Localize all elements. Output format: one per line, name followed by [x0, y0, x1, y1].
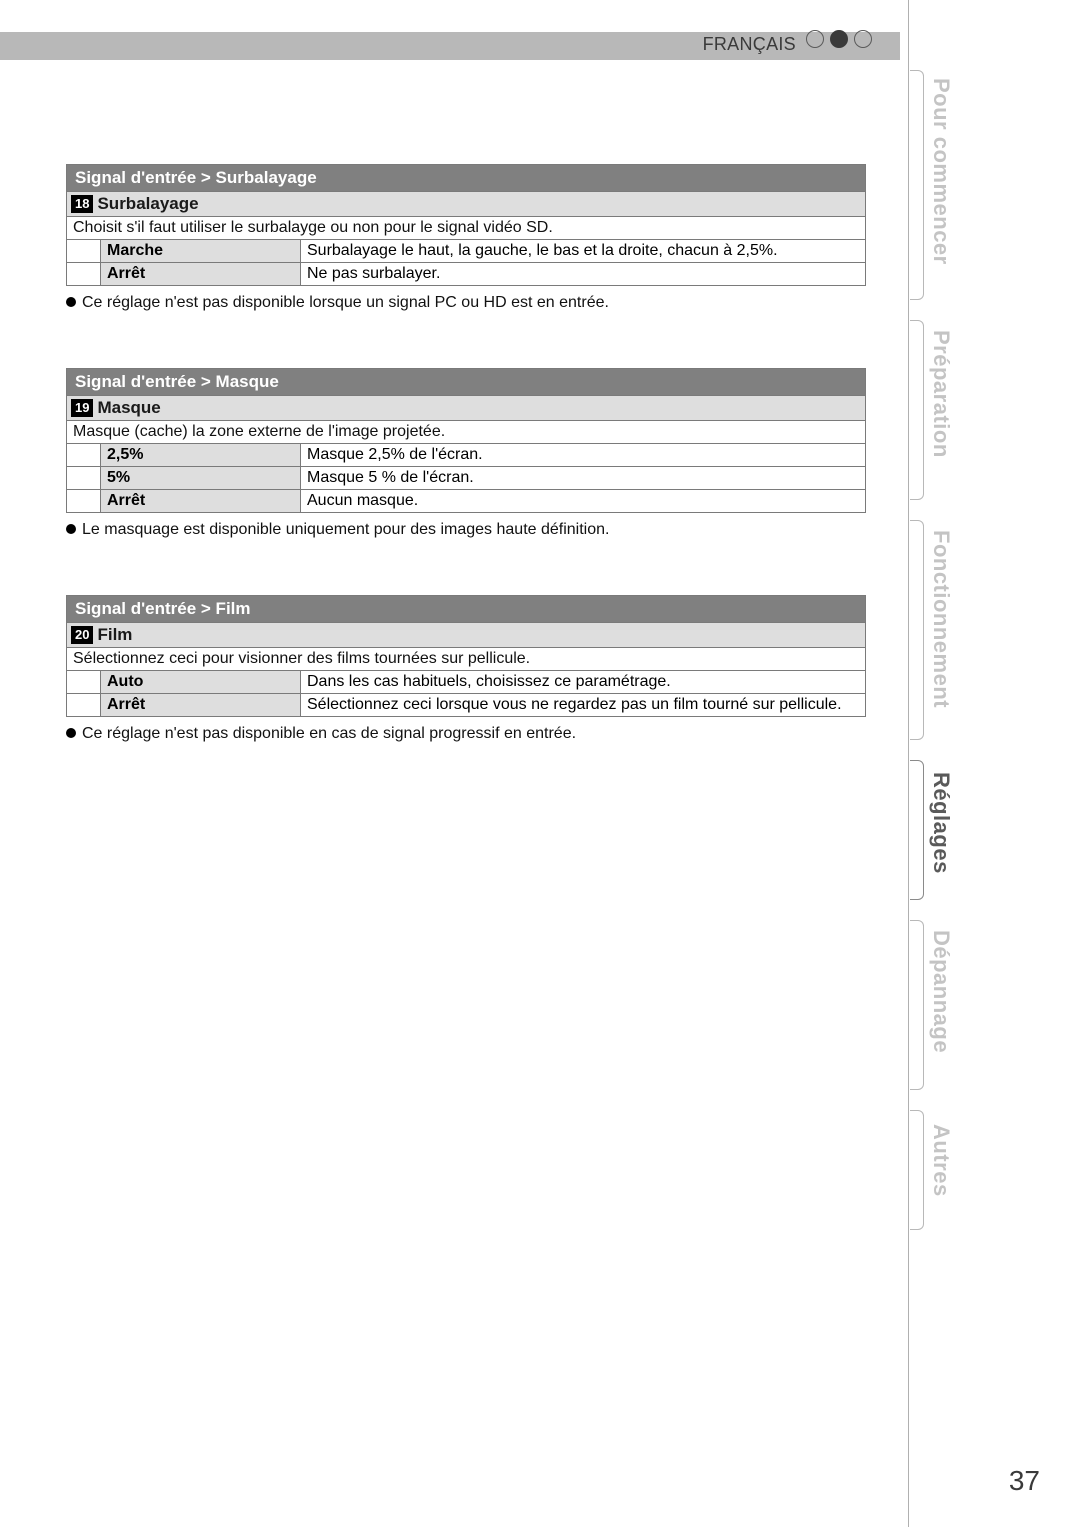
- tab-bracket: [910, 920, 924, 1090]
- table-row: Auto Dans les cas habituels, choisissez …: [67, 671, 866, 694]
- indent-cell: [67, 240, 101, 263]
- tables-container: Signal d'entrée > Surbalayage 18 Surbala…: [66, 164, 866, 799]
- option-key: Arrêt: [101, 490, 301, 513]
- tab-fonctionnement[interactable]: Fonctionnement: [928, 530, 954, 708]
- indent-cell: [67, 490, 101, 513]
- badge-number: 20: [71, 626, 93, 644]
- section-note: Ce réglage n'est pas disponible lorsque …: [66, 294, 866, 312]
- option-value: Surbalayage le haut, la gauche, le bas e…: [301, 240, 866, 263]
- bullet-icon: [66, 728, 76, 738]
- page: FRANÇAIS Signal d'entrée > Surbalayage 1…: [0, 0, 1080, 1527]
- tab-autres[interactable]: Autres: [928, 1124, 954, 1197]
- section-title: Signal d'entrée > Film: [66, 595, 866, 623]
- tab-bracket: [910, 320, 924, 500]
- lang-dot-1: [806, 30, 824, 48]
- section-description: Masque (cache) la zone externe de l'imag…: [66, 421, 866, 444]
- option-value: Ne pas surbalayer.: [301, 263, 866, 286]
- option-key: Auto: [101, 671, 301, 694]
- section-film: Signal d'entrée > Film 20 Film Sélection…: [66, 595, 866, 743]
- tab-depannage[interactable]: Dépannage: [928, 930, 954, 1053]
- option-value: Masque 5 % de l'écran.: [301, 467, 866, 490]
- lang-dot-2: [830, 30, 848, 48]
- badge-number: 18: [71, 195, 93, 213]
- section-note: Ce réglage n'est pas disponible en cas d…: [66, 725, 866, 743]
- indent-cell: [67, 694, 101, 717]
- table-row: Marche Surbalayage le haut, la gauche, l…: [67, 240, 866, 263]
- option-key: Arrêt: [101, 263, 301, 286]
- side-tabs: Pour commencer Préparation Fonctionnemen…: [908, 0, 1080, 1527]
- tab-bracket: [910, 760, 924, 900]
- options-table: 2,5% Masque 2,5% de l'écran. 5% Masque 5…: [66, 444, 866, 513]
- tab-pour-commencer[interactable]: Pour commencer: [928, 78, 954, 265]
- section-masque: Signal d'entrée > Masque 19 Masque Masqu…: [66, 368, 866, 539]
- table-row: 5% Masque 5 % de l'écran.: [67, 467, 866, 490]
- table-row: 2,5% Masque 2,5% de l'écran.: [67, 444, 866, 467]
- option-key: Arrêt: [101, 694, 301, 717]
- option-value: Aucun masque.: [301, 490, 866, 513]
- subtitle-label: Film: [97, 625, 132, 645]
- option-value: Dans les cas habituels, choisissez ce pa…: [301, 671, 866, 694]
- tab-reglages[interactable]: Réglages: [928, 772, 954, 874]
- table-row: Arrêt Ne pas surbalayer.: [67, 263, 866, 286]
- bullet-icon: [66, 297, 76, 307]
- option-value: Masque 2,5% de l'écran.: [301, 444, 866, 467]
- section-subtitle-row: 19 Masque: [66, 396, 866, 421]
- bullet-icon: [66, 524, 76, 534]
- tab-bracket: [910, 70, 924, 300]
- subtitle-label: Masque: [97, 398, 160, 418]
- tab-bracket: [910, 1110, 924, 1230]
- section-description: Choisit s'il faut utiliser le surbalayge…: [66, 217, 866, 240]
- option-key: Marche: [101, 240, 301, 263]
- section-subtitle-row: 18 Surbalayage: [66, 192, 866, 217]
- language-label: FRANÇAIS: [703, 34, 796, 55]
- section-subtitle-row: 20 Film: [66, 623, 866, 648]
- note-text: Ce réglage n'est pas disponible lorsque …: [82, 294, 609, 311]
- options-table: Auto Dans les cas habituels, choisissez …: [66, 671, 866, 717]
- badge-number: 19: [71, 399, 93, 417]
- language-dots: [806, 30, 872, 48]
- option-key: 5%: [101, 467, 301, 490]
- table-row: Arrêt Aucun masque.: [67, 490, 866, 513]
- section-surbalayage: Signal d'entrée > Surbalayage 18 Surbala…: [66, 164, 866, 312]
- indent-cell: [67, 444, 101, 467]
- indent-cell: [67, 263, 101, 286]
- tab-bracket: [910, 520, 924, 740]
- note-text: Le masquage est disponible uniquement po…: [82, 521, 609, 538]
- options-table: Marche Surbalayage le haut, la gauche, l…: [66, 240, 866, 286]
- section-title: Signal d'entrée > Surbalayage: [66, 164, 866, 192]
- tab-preparation[interactable]: Préparation: [928, 330, 954, 458]
- subtitle-label: Surbalayage: [97, 194, 198, 214]
- indent-cell: [67, 467, 101, 490]
- section-title: Signal d'entrée > Masque: [66, 368, 866, 396]
- indent-cell: [67, 671, 101, 694]
- note-text: Ce réglage n'est pas disponible en cas d…: [82, 725, 576, 742]
- option-value: Sélectionnez ceci lorsque vous ne regard…: [301, 694, 866, 717]
- page-number: 37: [1009, 1465, 1040, 1497]
- section-description: Sélectionnez ceci pour visionner des fil…: [66, 648, 866, 671]
- content-area: FRANÇAIS Signal d'entrée > Surbalayage 1…: [0, 0, 900, 1527]
- lang-dot-3: [854, 30, 872, 48]
- option-key: 2,5%: [101, 444, 301, 467]
- table-row: Arrêt Sélectionnez ceci lorsque vous ne …: [67, 694, 866, 717]
- section-note: Le masquage est disponible uniquement po…: [66, 521, 866, 539]
